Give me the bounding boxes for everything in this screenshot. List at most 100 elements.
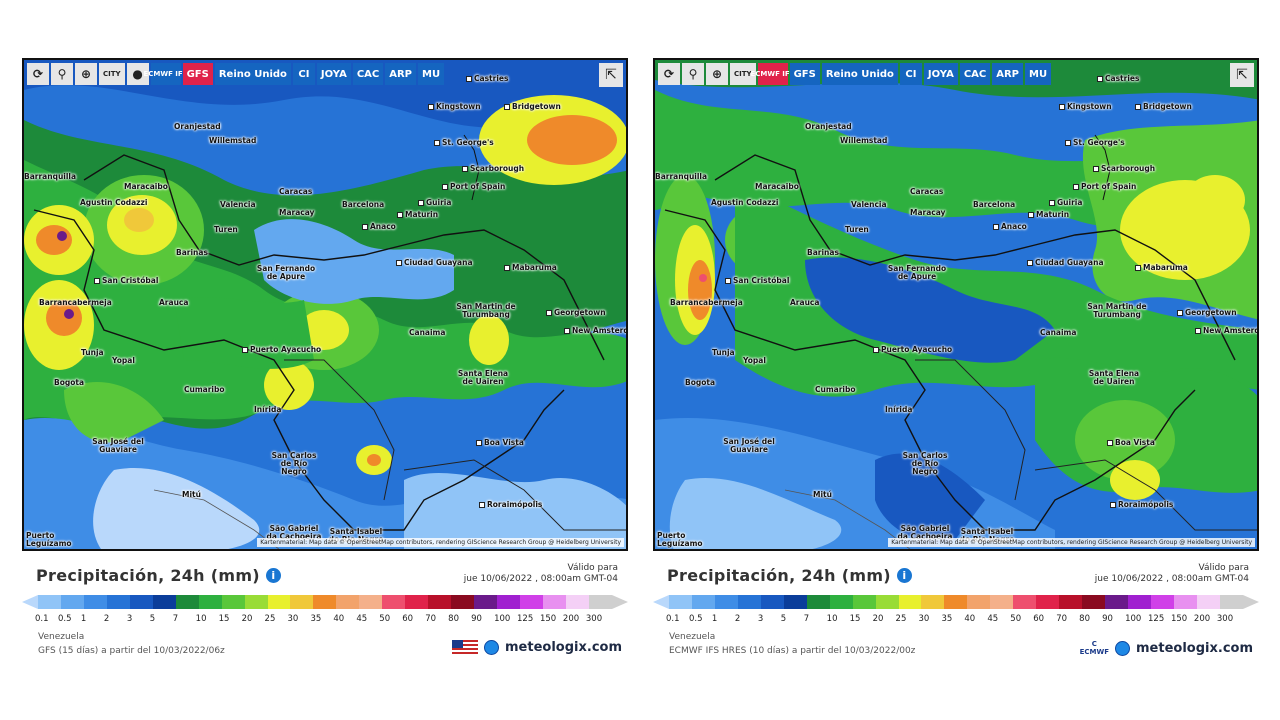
scale-swatch xyxy=(38,595,61,609)
city-label: Kingstown xyxy=(428,102,481,111)
model-joya-button[interactable]: JOYA xyxy=(923,63,958,85)
city-label: Barrancabermeja xyxy=(39,298,112,307)
city-label: Maturin xyxy=(1028,210,1069,219)
city-label: Canaima xyxy=(1040,328,1077,337)
city-label: San José del Guaviare xyxy=(92,437,144,454)
city-label: Puerto Leguízamo xyxy=(657,531,703,548)
model-mu-button[interactable]: MU xyxy=(418,63,445,85)
scale-swatch xyxy=(760,595,784,609)
scale-swatch xyxy=(1105,595,1129,609)
city-label: Caracas xyxy=(910,187,944,196)
scale-swatch xyxy=(852,595,876,609)
model-ci-button[interactable]: CI xyxy=(292,63,315,85)
reload-icon[interactable]: ⟳ xyxy=(27,63,49,85)
scale-swatch xyxy=(542,595,566,609)
scale-swatch xyxy=(1059,595,1083,609)
brand[interactable]: meteologix.com xyxy=(452,640,622,655)
city-label: Caracas xyxy=(279,187,313,196)
scale-swatch xyxy=(451,595,475,609)
map-toolbar: ⟳ ⚲ ⊕ CITY ECMWF IFS GFS Reino Unido CI … xyxy=(658,63,1052,85)
scale-swatch xyxy=(1151,595,1174,609)
scale-swatch xyxy=(1036,595,1060,609)
scale-swatch xyxy=(1013,595,1037,609)
city-label: Ciudad Guayana xyxy=(1027,258,1104,267)
share-icon[interactable]: ⇱ xyxy=(599,63,623,87)
model-reino-unido-button[interactable]: Reino Unido xyxy=(821,63,898,85)
valid-time: Válido para jue 10/06/2022 , 08:00am GMT-… xyxy=(463,563,618,584)
city-label: Valencia xyxy=(220,200,256,209)
scale-swatch xyxy=(497,595,521,609)
city-label: Barinas xyxy=(176,248,208,257)
scale-swatch xyxy=(290,595,314,609)
city-label: Puerto Leguízamo xyxy=(26,531,72,548)
info-icon[interactable]: i xyxy=(896,568,912,583)
scale-swatch xyxy=(875,595,899,609)
scale-swatch xyxy=(175,595,199,609)
scale-swatch xyxy=(691,595,715,609)
city-label: Inírida xyxy=(885,405,913,414)
city-label: St. George's xyxy=(1065,138,1125,147)
precipitation-field xyxy=(655,60,1257,549)
us-flag-icon xyxy=(452,640,479,655)
city-toggle-button[interactable]: CITY xyxy=(730,63,756,85)
city-label: Barranquilla xyxy=(655,172,708,181)
ecmwf-logo-icon: C ECMWF xyxy=(1079,640,1110,656)
city-label: Cumaribo xyxy=(184,385,225,394)
share-icon[interactable]: ⇱ xyxy=(1230,63,1254,87)
model-cac-button[interactable]: CAC xyxy=(352,63,384,85)
dot-icon[interactable]: ● xyxy=(126,63,149,85)
city-label: Mabaruma xyxy=(504,263,557,272)
region-label: Venezuela xyxy=(38,632,85,642)
city-label: San José del Guaviare xyxy=(723,437,775,454)
city-label: Ciudad Guayana xyxy=(396,258,473,267)
location-pin-icon[interactable]: ⚲ xyxy=(682,63,704,85)
city-label: Bridgetown xyxy=(1135,102,1192,111)
city-toggle-button[interactable]: CITY xyxy=(99,63,125,85)
precipitation-map[interactable]: ⟳ ⚲ ⊕ CITY ECMWF IFS GFS Reino Unido CI … xyxy=(653,58,1259,551)
model-mu-button[interactable]: MU xyxy=(1025,63,1052,85)
model-arp-button[interactable]: ARP xyxy=(385,63,417,85)
scale-swatch xyxy=(382,595,406,609)
model-ecmwf-ifs-button[interactable]: ECMWF IFS xyxy=(750,63,795,85)
region-label: Venezuela xyxy=(669,632,716,642)
city-label: Barranquilla xyxy=(24,172,77,181)
model-reino-unido-button[interactable]: Reino Unido xyxy=(214,63,291,85)
zoom-icon[interactable]: ⊕ xyxy=(706,63,728,85)
model-joya-button[interactable]: JOYA xyxy=(316,63,351,85)
city-label: Maracay xyxy=(910,208,946,217)
model-gfs-button[interactable]: GFS xyxy=(789,63,820,85)
city-label: Tunja xyxy=(81,348,104,357)
city-label: Turen xyxy=(214,225,238,234)
info-icon[interactable]: i xyxy=(265,568,281,583)
model-ci-button[interactable]: CI xyxy=(899,63,922,85)
brand[interactable]: C ECMWF meteologix.com xyxy=(1080,640,1253,656)
city-label: Valencia xyxy=(851,200,887,209)
model-cac-button[interactable]: CAC xyxy=(959,63,991,85)
city-label: Santa Elena de Uairen xyxy=(457,369,509,386)
scale-swatch xyxy=(990,595,1014,609)
location-pin-icon[interactable]: ⚲ xyxy=(51,63,73,85)
model-ecmwf-ifs-button[interactable]: ECMWF IFS xyxy=(143,63,188,85)
reload-icon[interactable]: ⟳ xyxy=(658,63,680,85)
city-label: Mitú xyxy=(813,490,832,499)
scale-swatch xyxy=(783,595,807,609)
zoom-icon[interactable]: ⊕ xyxy=(75,63,97,85)
model-arp-button[interactable]: ARP xyxy=(992,63,1024,85)
city-label: Cumaribo xyxy=(815,385,856,394)
globe-icon xyxy=(484,640,500,655)
city-label: San Fernando de Apure xyxy=(887,264,947,281)
precipitation-map[interactable]: ⟳ ⚲ ⊕ CITY ● ECMWF IFS GFS Reino Unido C… xyxy=(22,58,628,551)
scale-swatch xyxy=(106,595,130,609)
city-label: San Cristóbal xyxy=(94,276,158,285)
scale-arrow-left xyxy=(22,595,38,609)
city-label: Castries xyxy=(466,74,508,83)
city-label: Oranjestad xyxy=(174,122,221,131)
city-label: Maracay xyxy=(279,208,315,217)
model-gfs-button[interactable]: GFS xyxy=(182,63,213,85)
scale-swatch xyxy=(829,595,853,609)
city-label: Kingstown xyxy=(1059,102,1112,111)
city-label: Guiria xyxy=(1049,198,1082,207)
scale-swatch xyxy=(198,595,222,609)
scale-swatch xyxy=(313,595,337,609)
city-label: Bridgetown xyxy=(504,102,561,111)
